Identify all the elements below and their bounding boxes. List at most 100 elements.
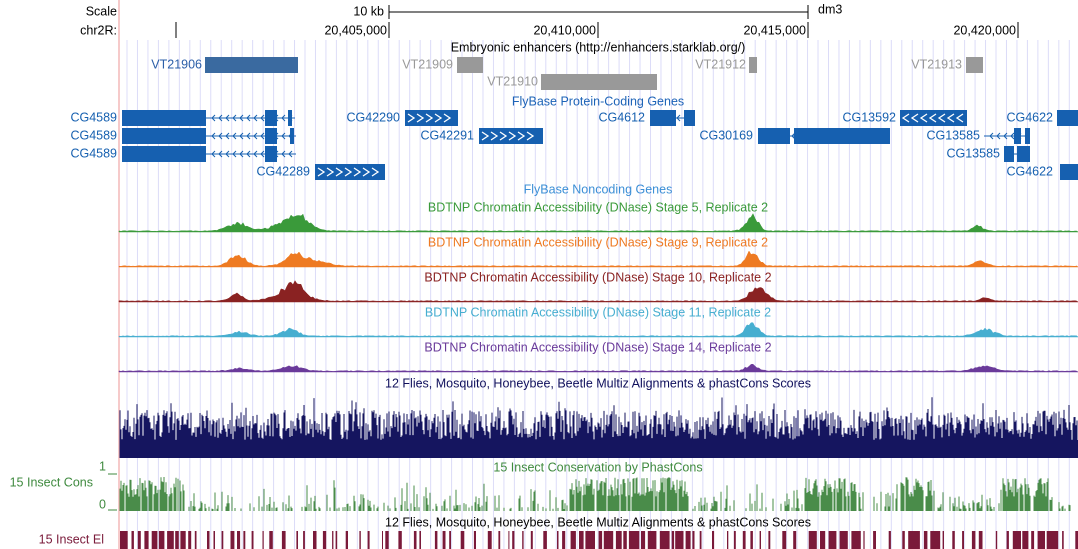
conserved-element [793,531,797,549]
conserved-element [131,531,134,549]
conserved-element [530,531,533,549]
conserved-element [1031,531,1035,549]
strand-chevron [443,113,452,123]
conserved-element [768,531,771,549]
signal-area [118,322,1078,338]
strand-chevron [481,131,490,141]
strand-arrow [218,132,223,140]
conserved-element [699,531,702,549]
strand-arrow [218,114,223,122]
strand-arrow [260,150,265,158]
enhancer-block [966,57,983,73]
conserved-element [221,531,224,549]
multiz-base [120,440,1078,458]
conserved-element [671,531,675,549]
enhancer-label: VT21912 [695,57,746,71]
conserved-element [562,531,566,549]
conserved-element [158,531,165,549]
strand-arrow [253,132,258,140]
gene-exon [1004,146,1014,162]
strand-arrow [281,150,286,158]
conserved-element [750,531,753,549]
conserved-element [808,531,817,549]
gene-exon [265,110,277,126]
signal-area [118,363,1078,373]
gene-label: CG4622 [1006,110,1053,124]
track-title: 12 Flies, Mosquito, Honeybee, Beetle Mul… [385,376,811,390]
conserved-element [419,531,421,549]
axis-min: 0 [99,497,106,511]
conserved-element [712,531,715,549]
enhancer-block [541,74,657,90]
strand-arrow [281,114,286,122]
conserved-element [759,531,761,549]
strand-arrow [225,150,230,158]
strand-arrow [246,114,251,122]
conserved-element [962,531,964,549]
gene-label: CG42291 [420,128,474,142]
gene-exon [794,128,890,144]
gene-exon [122,146,206,162]
conserved-element [1075,531,1078,549]
side-label: 15 Insect El [39,532,104,546]
conserved-element [930,531,941,549]
track-title: BDTNP Chromatin Accessibility (DNase) St… [428,200,768,214]
conserved-element [175,531,179,549]
phastcons-bars [119,477,1071,511]
conserved-element [978,531,983,549]
conserved-element [1006,531,1009,549]
strand-arrow [218,150,223,158]
conserved-element [692,531,695,549]
strand-arrow [232,114,237,122]
gene-exon [1060,164,1078,180]
enhancer-block [205,57,298,73]
conserved-element [194,531,197,549]
gene-exon [1057,110,1078,126]
enhancer-label: VT21906 [151,57,202,71]
gene-label: CG4589 [70,110,117,124]
strand-chevron [416,113,425,123]
gene-exon [290,128,294,144]
conserved-element [1022,531,1029,549]
conserved-element [303,531,305,549]
gene-exon [1014,128,1021,144]
conserved-element [434,531,438,549]
strand-arrow [225,132,230,140]
conserved-element [923,531,928,549]
ruler-position: 20,415,000 [743,23,806,37]
gene-exon [900,110,967,126]
conserved-element [675,531,684,549]
gene-exon [288,110,292,126]
conserved-element [269,531,273,549]
strand-chevron [326,167,335,177]
conserved-element [543,531,547,549]
conserved-element [398,531,402,549]
strand-arrow [246,132,251,140]
enhancer-block [457,57,483,73]
gene-label: CG42290 [346,110,400,124]
strand-arrow [1003,132,1008,140]
strand-chevron [425,113,434,123]
conserved-element [487,531,492,549]
gene-label: CG4612 [598,110,645,124]
conserved-element [579,531,584,549]
ruler-position: 20,405,000 [324,23,387,37]
gene-label: CG42289 [256,164,310,178]
conserved-element [659,531,670,549]
strand-arrow [281,132,286,140]
gene-exon [265,128,277,144]
conserved-element [473,531,476,549]
enhancer-block [749,57,757,73]
track-title: FlyBase Noncoding Genes [524,182,673,196]
conserved-element [120,531,128,549]
gene-label: CG4622 [1006,164,1053,178]
gene-label: CG13585 [946,146,1000,160]
conserved-element [623,531,627,549]
strand-chevron [353,167,362,177]
conserved-element [995,531,998,549]
chrom-label: chr2R: [80,23,117,37]
signal-area [118,250,1078,268]
conserved-element [828,531,837,549]
conserved-element [971,531,976,549]
